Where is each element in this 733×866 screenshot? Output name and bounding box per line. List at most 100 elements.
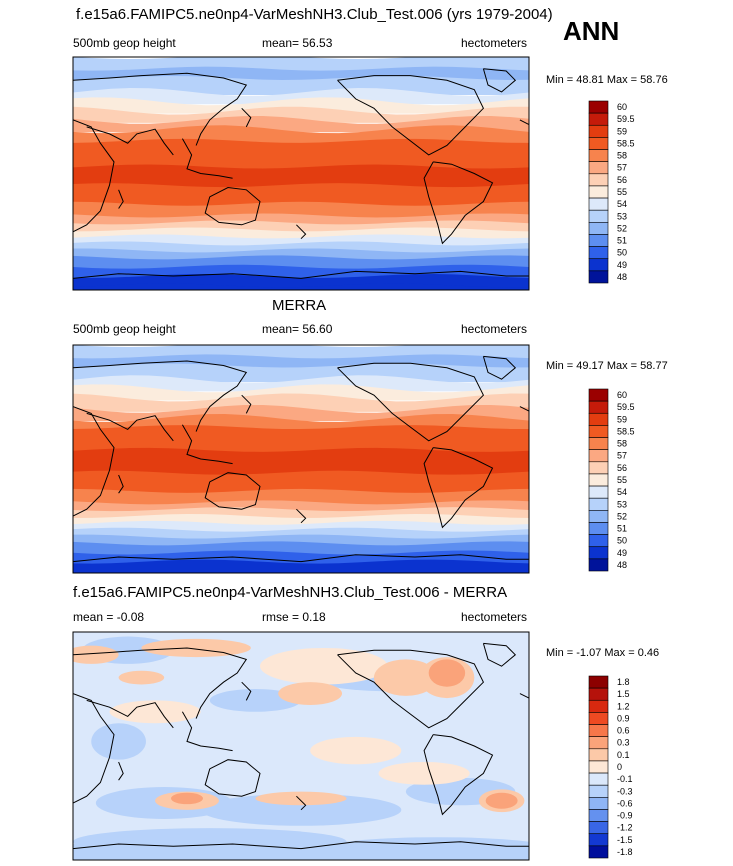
map-3-contour-blob (378, 761, 470, 785)
colorbar-1-label: 48 (617, 272, 627, 282)
colorbar-2-box (588, 558, 609, 572)
colorbar-1-box (588, 100, 609, 114)
colorbar-1-label: 58 (617, 151, 627, 161)
map-1-contour-band (73, 283, 529, 290)
panel-2-minmax: Min = 49.17 Max = 58.77 (546, 360, 668, 372)
colorbar-2-box (588, 497, 609, 511)
coastline-path (482, 68, 517, 93)
coastline-path (482, 642, 517, 667)
colorbar-1-label: 54 (617, 199, 627, 209)
colorbar-3-label: -1.5 (617, 835, 633, 845)
colorbar-1-box (588, 234, 609, 247)
map-2-contour-band (73, 470, 529, 494)
coastline-path (118, 189, 124, 209)
coastline-path (73, 647, 248, 719)
coastline-path (73, 119, 115, 233)
map-3-contour-blob (118, 670, 165, 685)
map-3-contour-blob (200, 793, 402, 826)
map-3-coastlines (73, 642, 529, 850)
panel-1-units-label: hectometers (461, 36, 528, 50)
colorbar-1-label: 49 (617, 260, 627, 270)
colorbar-3-box (588, 712, 609, 725)
map-3-field (73, 632, 529, 860)
panel-3-rmse-label: rmse = 0.18 (262, 610, 326, 624)
colorbar-1-box (588, 137, 609, 150)
colorbar-2-box (588, 461, 609, 475)
coastline-path (73, 554, 529, 563)
colorbar-3-label: -1.8 (617, 847, 633, 857)
map-3-contour-blob (373, 659, 438, 696)
coastline-path (73, 406, 115, 517)
colorbar-1: 60 59.5 59 58.5 58 57 56 55 54 53 52 51 50 49 48 (588, 100, 635, 284)
colorbar-1-label: 60 (617, 102, 627, 112)
map-2-contour-band (73, 520, 529, 533)
colorbar-3-box (588, 845, 609, 859)
colorbar-1-box (588, 161, 609, 175)
coastline-path (423, 447, 494, 529)
colorbar-3-label: -1.2 (617, 823, 633, 833)
colorbar-3-box (588, 784, 609, 798)
colorbar-1-label: 56 (617, 175, 627, 185)
map-3-contour-blob (73, 645, 119, 664)
colorbar-1-label: 55 (617, 187, 627, 197)
map-3-contour-blob (259, 647, 388, 685)
colorbar-1-box (588, 112, 609, 126)
map-1-contour-band (73, 255, 529, 270)
map-2-contour-band (73, 363, 529, 383)
map-1-contour-band (73, 201, 529, 219)
colorbar-2-box (588, 473, 609, 487)
colorbar-2-label: 53 (617, 499, 627, 509)
map-2-contour-band (73, 527, 529, 540)
colorbar-2-box (588, 388, 609, 402)
map-3-frame (72, 631, 530, 861)
colorbar-3-label: 1.2 (617, 701, 630, 711)
map-2-contour-band (73, 541, 529, 556)
coastline-path (204, 186, 261, 226)
coastline-path (181, 424, 233, 465)
colorbar-3-label: 1.5 (617, 689, 630, 699)
colorbar-2-label: 57 (617, 451, 627, 461)
colorbar-3-label: 0 (617, 762, 622, 772)
map-1-contour-band (73, 241, 529, 254)
colorbar-3-label: 0.6 (617, 726, 630, 736)
map-3-contour-blob (428, 659, 466, 687)
map-1-contour-band (73, 183, 529, 207)
coastline-path (204, 759, 261, 797)
colorbar-2-label: 56 (617, 463, 627, 473)
coastline-path (86, 126, 174, 156)
panel-3-title: f.e15a6.FAMIPC5.ne0np4-VarMeshNH3.Club_T… (73, 584, 508, 601)
colorbar-2-box (588, 437, 609, 450)
map-3-contour-blob (255, 791, 347, 806)
colorbar-3-box (588, 748, 609, 762)
map-2-field (73, 345, 529, 573)
map-3-contour-blob (109, 700, 201, 724)
colorbar-3-label: 0.9 (617, 713, 630, 723)
map-2-contour-band (73, 393, 529, 412)
map-2-contour-band (73, 375, 529, 392)
colorbar-2-label: 49 (617, 548, 627, 558)
colorbar-2-label: 59 (617, 414, 627, 424)
map-1-contour-band (73, 248, 529, 261)
map-2-frame (72, 344, 530, 574)
colorbar-3: 1.8 1.5 1.2 0.9 0.6 0.3 0.1 0 -0.1 -0.3 -0.6 -0.9 -1… (588, 675, 633, 859)
colorbar-2-label: 59.5 (617, 402, 635, 412)
colorbar-3-label: 1.8 (617, 677, 630, 687)
panel-1-mean-label: mean= 56.53 (262, 36, 333, 50)
colorbar-1-box (588, 222, 609, 235)
map-3-contour-band (73, 844, 529, 860)
map-1-contour-band (73, 234, 529, 247)
colorbar-2-label: 55 (617, 475, 627, 485)
colorbar-3-box (588, 675, 609, 689)
map-3-contour-blob (209, 689, 301, 712)
colorbar-2-box (588, 534, 609, 548)
map-1-field (73, 57, 529, 290)
colorbar-1-box (588, 185, 609, 199)
colorbar-2-box (588, 425, 609, 438)
colorbar-1-box (588, 197, 609, 211)
coastline-path (73, 841, 529, 850)
colorbar-2-label: 50 (617, 536, 627, 546)
coastline-path (241, 394, 252, 414)
colorbar-3-box (588, 809, 609, 822)
colorbar-1-label: 58.5 (617, 138, 635, 148)
coastline-path (86, 699, 174, 729)
